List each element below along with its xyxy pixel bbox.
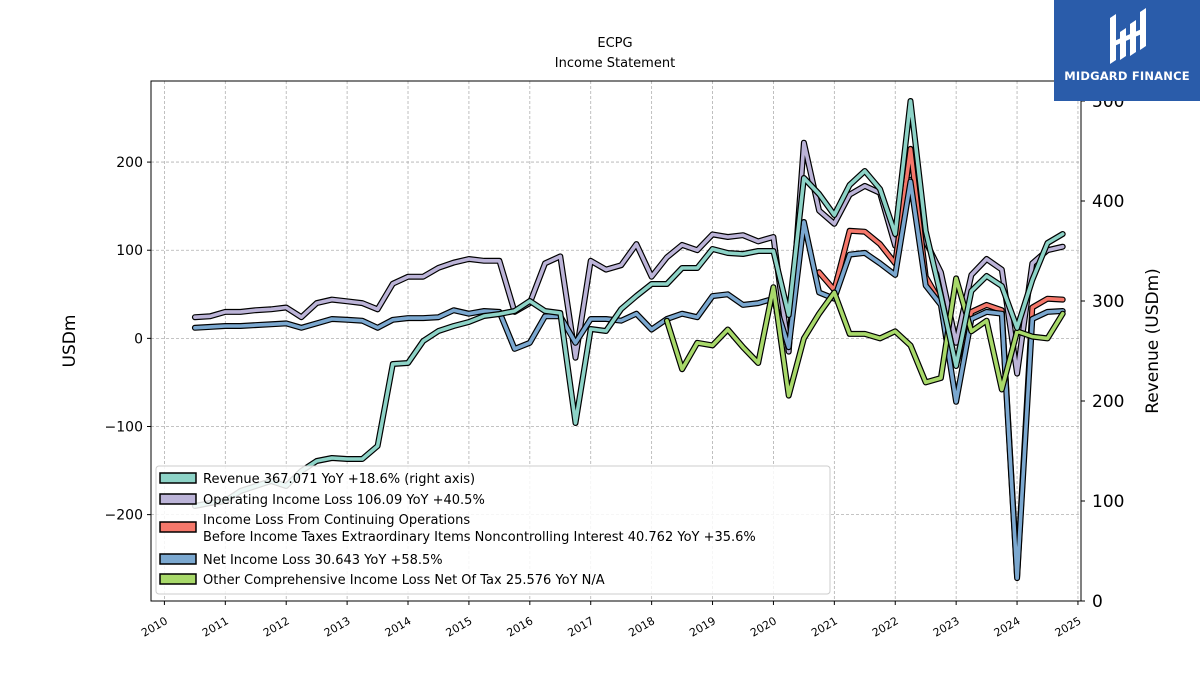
legend-label: Revenue 367.071 YoY +18.6% (right axis) — [203, 472, 475, 487]
y-right-tick-label: 300 — [1092, 292, 1124, 312]
series-lines — [191, 98, 1066, 582]
y-right-tick-label: 100 — [1092, 492, 1124, 512]
midgard-logo-icon — [1110, 8, 1146, 64]
x-tick-label: 2016 — [505, 614, 536, 639]
y-left-tick-label: −200 — [105, 508, 143, 524]
x-tick-label: 2011 — [200, 614, 231, 639]
x-tick-label: 2020 — [748, 614, 779, 639]
x-tick-label: 2015 — [444, 614, 475, 639]
legend-box — [155, 465, 831, 595]
legend-label: Income Loss From Continuing Operations — [203, 513, 470, 528]
y-left-tick-label: 0 — [134, 331, 143, 347]
x-axis: 2010 2011 2012 2013 2014 2015 2016 2017 2018 2019… — [139, 601, 1083, 640]
y-right-tick-label: 200 — [1092, 392, 1124, 412]
x-tick-label: 2022 — [870, 614, 901, 639]
x-tick-label: 2019 — [687, 614, 718, 639]
x-tick-label: 2014 — [383, 614, 414, 639]
y-axis-left-label: USDm — [60, 315, 80, 368]
x-tick-label: 2021 — [809, 614, 840, 639]
series-line — [665, 276, 1065, 398]
series-line — [193, 179, 1065, 580]
x-tick-label: 2010 — [139, 614, 170, 639]
brand-name: MIDGARD FINANCE — [1064, 69, 1190, 83]
x-tick-label: 2012 — [261, 614, 292, 639]
legend-swatch — [159, 493, 197, 505]
legend-swatch — [159, 521, 197, 533]
chart-subtitle: Income Statement — [555, 56, 675, 71]
x-tick-label: 2025 — [1053, 614, 1084, 639]
y-axis-right-label: Revenue (USDm) — [1143, 268, 1163, 414]
series-line — [193, 99, 1065, 508]
legend-label: Other Comprehensive Income Loss Net Of T… — [203, 573, 605, 588]
x-tick-label: 2017 — [565, 614, 596, 639]
x-tick-label: 2023 — [931, 614, 962, 639]
x-tick-label: 2024 — [992, 614, 1023, 639]
legend-swatch — [159, 472, 197, 484]
y-left-tick-label: −100 — [105, 419, 143, 435]
x-tick-label: 2018 — [626, 614, 657, 639]
legend-swatch — [159, 553, 197, 565]
y-left-tick-label: 200 — [116, 155, 143, 171]
y-right-tick-label: 0 — [1092, 592, 1103, 612]
y-axis-left: −200 −100 0 100 200 — [105, 155, 151, 524]
legend-label: Operating Income Loss 106.09 YoY +40.5% — [203, 493, 485, 508]
y-left-tick-label: 100 — [116, 243, 143, 259]
legend: Revenue 367.071 YoY +18.6% (right axis) O… — [155, 465, 831, 595]
chart-title: ECPG — [597, 36, 632, 51]
y-right-tick-label: 400 — [1092, 192, 1124, 212]
brand-logo: MIDGARD FINANCE — [1054, 0, 1200, 101]
legend-label: Before Income Taxes Extraordinary Items … — [203, 530, 756, 545]
legend-swatch — [159, 573, 197, 585]
legend-label: Net Income Loss 30.643 YoY +58.5% — [203, 553, 443, 568]
plot-frame — [150, 80, 1082, 602]
x-tick-label: 2013 — [322, 614, 353, 639]
